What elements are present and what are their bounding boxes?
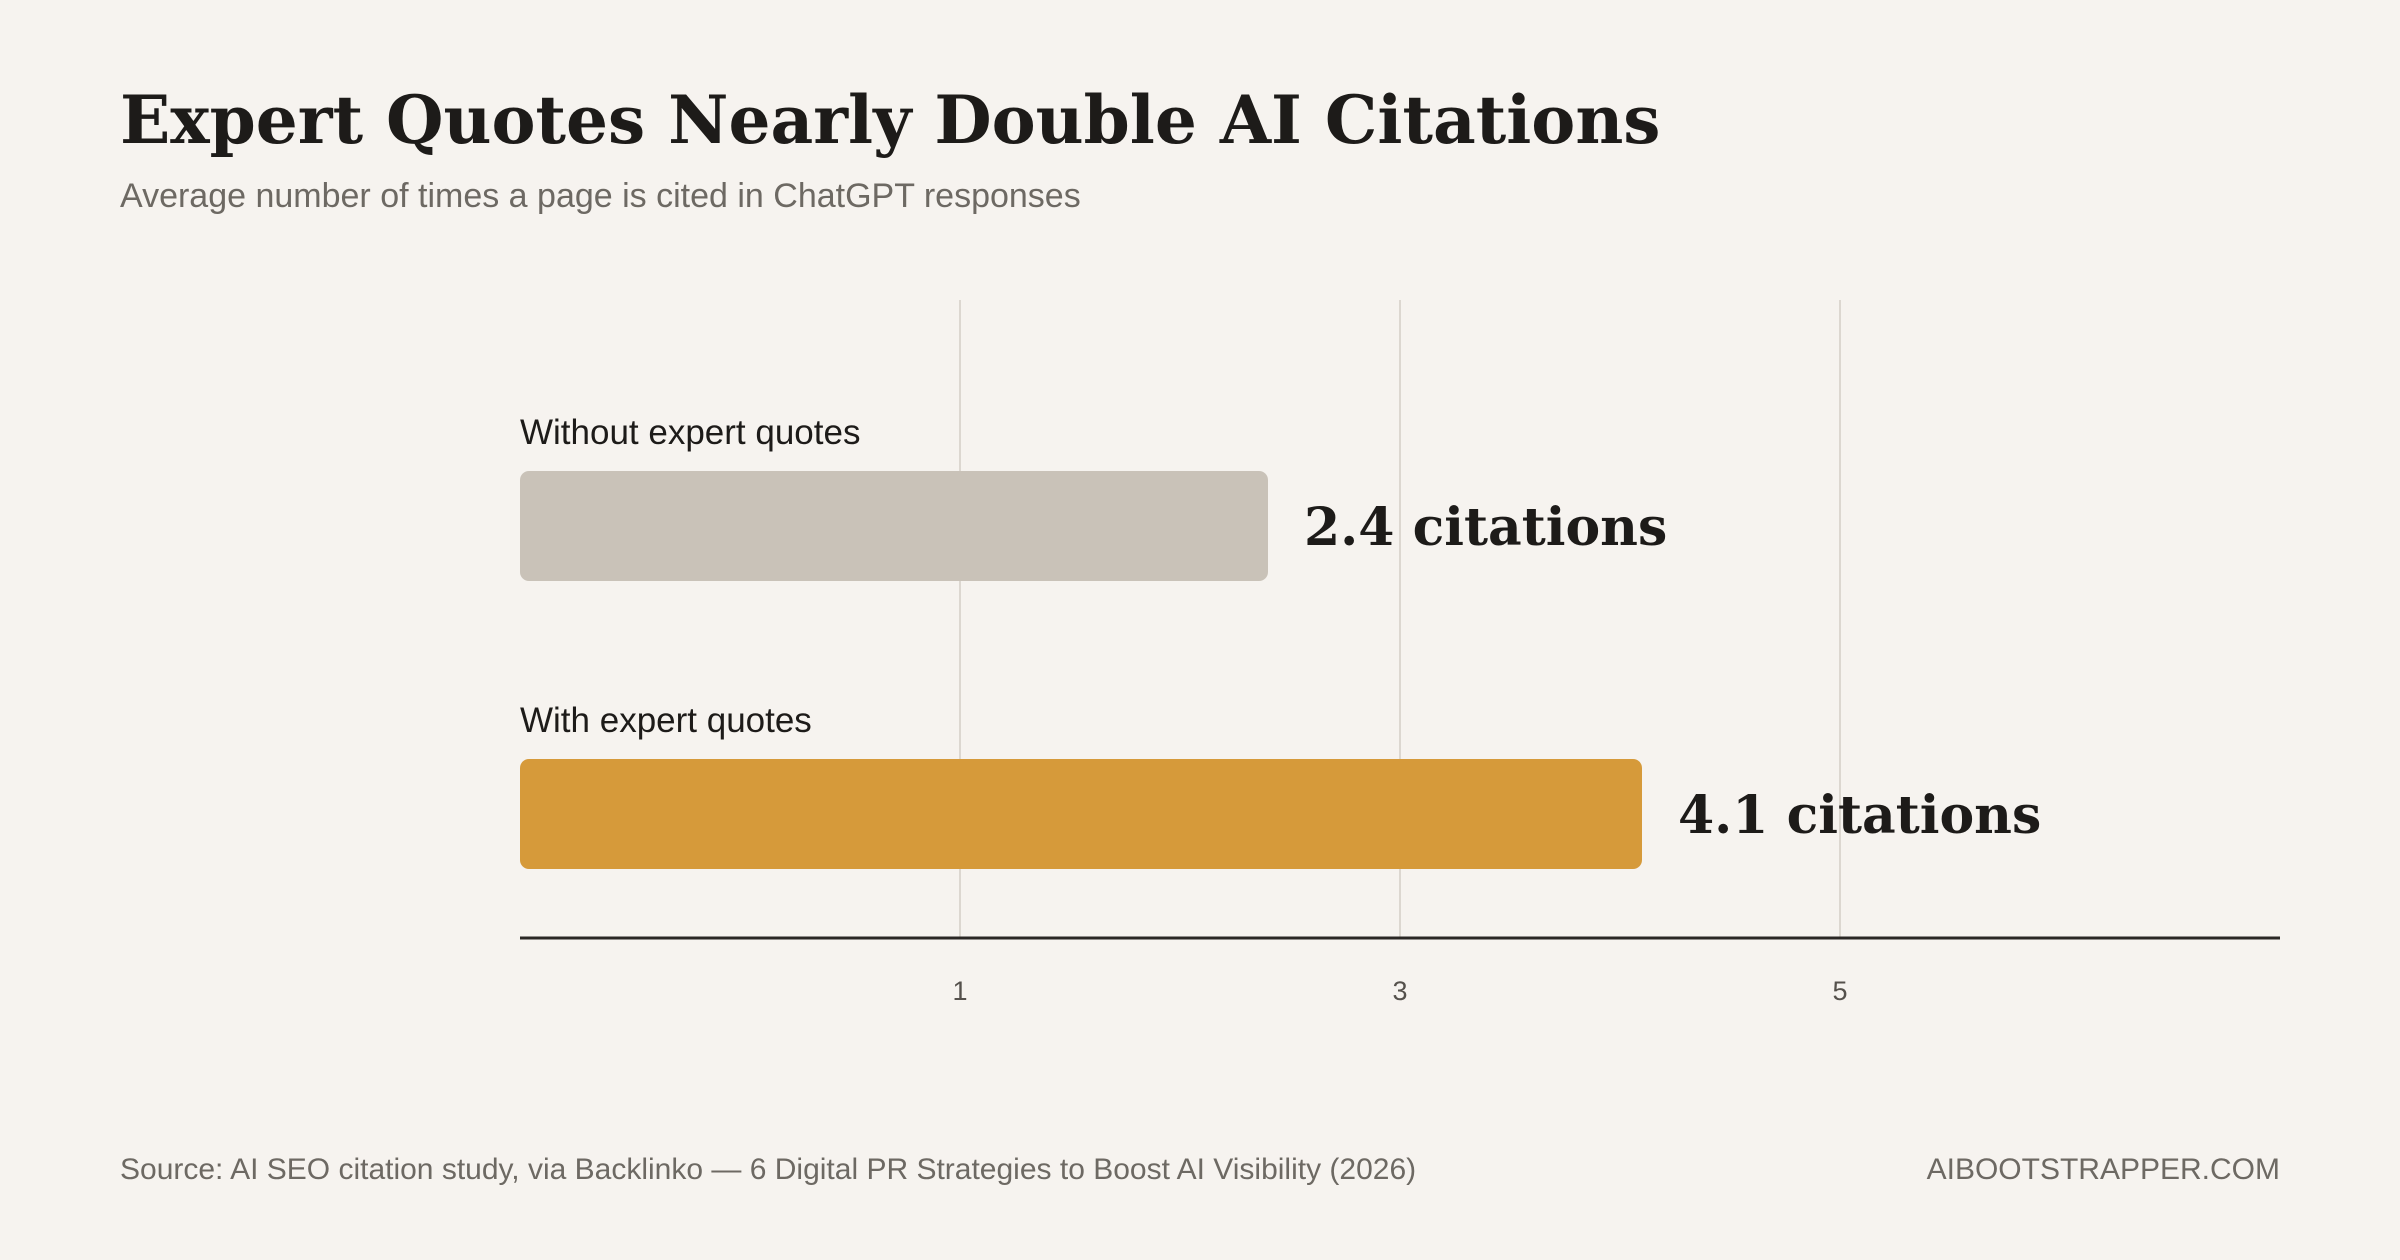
brand-label: AIBOOTSTRAPPER.COM (1926, 1153, 2280, 1186)
x-tick-label: 3 (1392, 976, 1407, 1006)
source-note: Source: AI SEO citation study, via Backl… (120, 1153, 1417, 1186)
x-axis: 1 3 5 (520, 936, 2280, 1006)
x-tick-label: 5 (1832, 976, 1847, 1006)
value-label: 2.4 citations (1304, 497, 1667, 558)
category-label: Without expert quotes (520, 413, 860, 452)
bars: Without expert quotes 2.4 citations With e… (520, 413, 2041, 869)
category-label: With expert quotes (520, 701, 812, 740)
chart-subtitle: Average number of times a page is cited … (120, 177, 1081, 215)
x-tick-label: 1 (952, 976, 967, 1006)
chart-title: Expert Quotes Nearly Double AI Citations (120, 81, 1661, 159)
bar (520, 471, 1268, 581)
bar (520, 759, 1642, 869)
value-label: 4.1 citations (1678, 785, 2041, 846)
